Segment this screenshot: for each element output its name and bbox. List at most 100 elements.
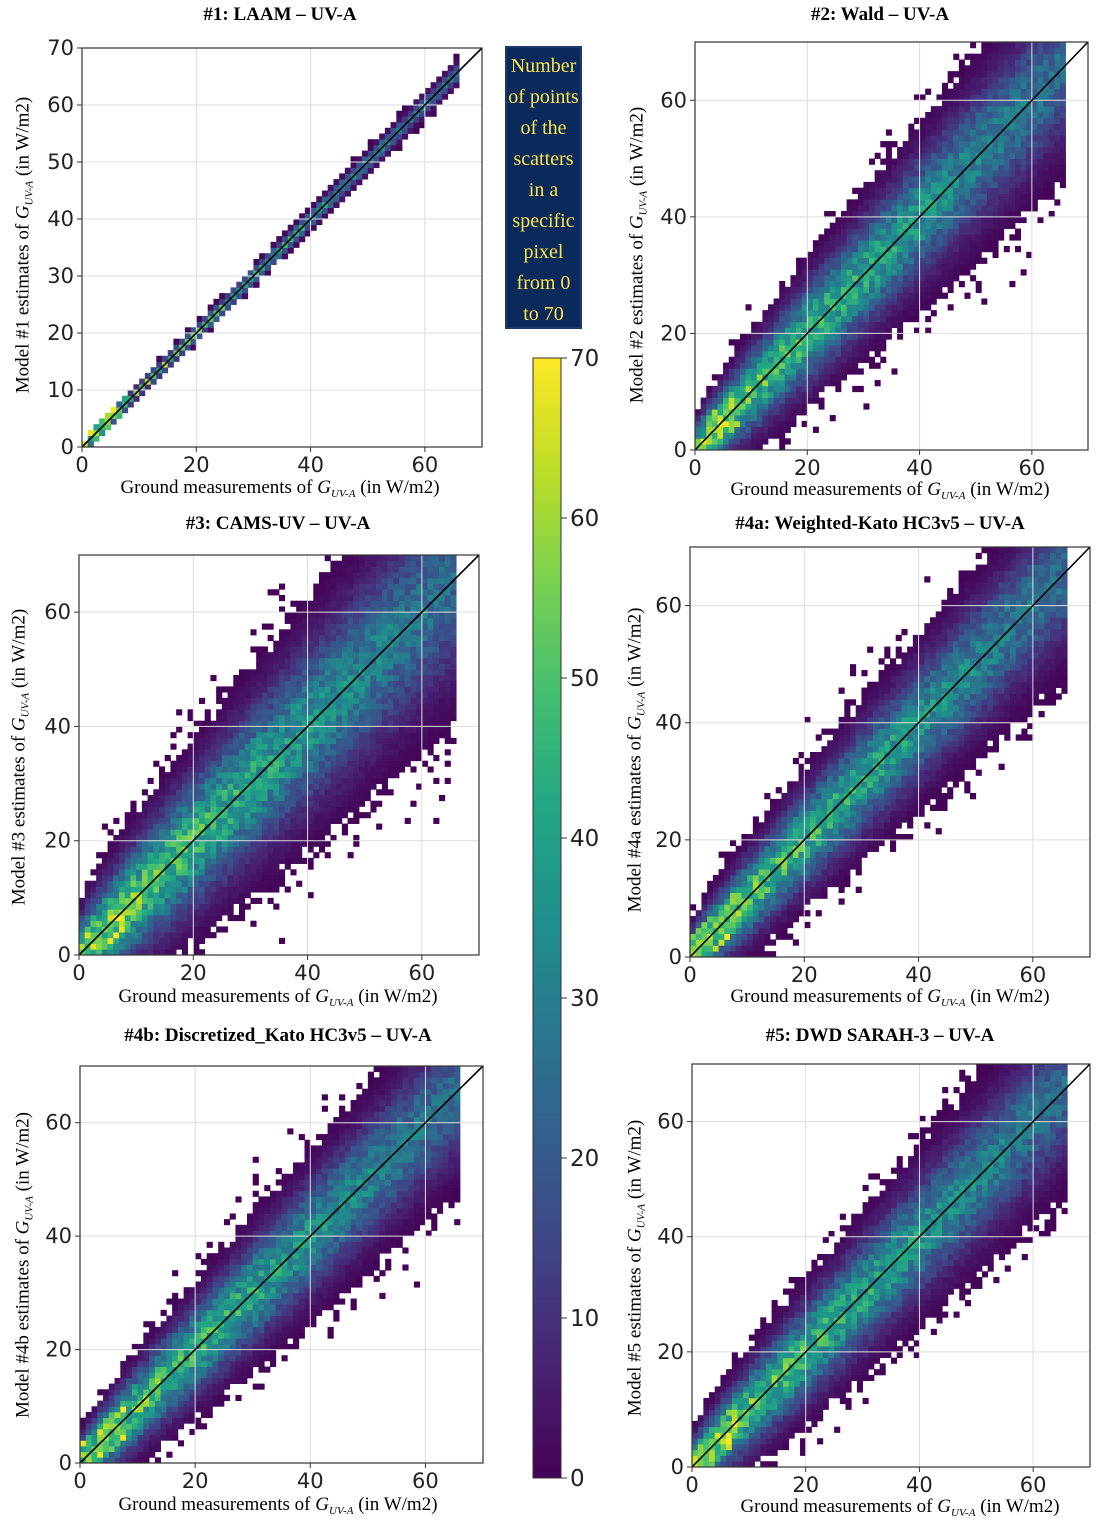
heatmap-cell — [706, 391, 713, 398]
heatmap-cell — [250, 709, 257, 716]
heatmap-cell — [779, 333, 786, 340]
heatmap-cell — [758, 892, 765, 899]
heatmap-cell — [124, 817, 131, 824]
heatmap-cell — [370, 755, 377, 762]
heatmap-cell — [319, 612, 326, 619]
heatmap-cell — [908, 123, 915, 130]
heatmap-cell — [824, 275, 831, 282]
heatmap-cell — [433, 680, 440, 687]
heatmap-cell — [717, 374, 724, 381]
heatmap-cell — [307, 800, 314, 807]
heatmap-cell — [181, 823, 188, 830]
heatmap-cell — [902, 141, 909, 148]
heatmap-cell — [818, 298, 825, 305]
heatmap-cell — [433, 566, 440, 573]
heatmap-cell — [735, 869, 742, 876]
heatmap-cell — [239, 749, 246, 756]
heatmap-cell — [273, 777, 280, 784]
heatmap-cell — [307, 789, 314, 796]
heatmap-cell — [925, 257, 932, 264]
heatmap-cell — [444, 600, 451, 607]
heatmap-cell — [364, 783, 371, 790]
heatmap-cell — [261, 652, 268, 659]
heatmap-cell — [874, 286, 881, 294]
heatmap-cell — [390, 127, 397, 134]
heatmap-cell — [700, 426, 707, 433]
heatmap-cell — [339, 173, 346, 180]
heatmap-cell — [947, 129, 954, 136]
heatmap-cell — [981, 65, 988, 72]
heatmap-cell — [393, 760, 400, 767]
heatmap-cell — [846, 205, 853, 212]
heatmap-cell — [170, 783, 177, 790]
heatmap-cell — [919, 181, 926, 189]
heatmap-cell — [284, 812, 291, 819]
heatmap-cell — [1037, 117, 1044, 124]
heatmap-cell — [936, 152, 943, 159]
heatmap-cell — [953, 222, 960, 229]
heatmap-cell — [133, 395, 140, 402]
heatmap-cell — [221, 709, 228, 716]
heatmap-cell — [796, 368, 803, 375]
heatmap-cell — [370, 572, 377, 579]
heatmap-cell — [244, 715, 251, 722]
heatmap-cell — [376, 635, 383, 642]
heatmap-cell — [250, 863, 257, 870]
heatmap-cell — [953, 251, 960, 259]
heatmap-cell — [1020, 59, 1027, 66]
heatmap-cell — [336, 589, 343, 596]
heatmap-cell — [316, 201, 323, 208]
heatmap-cell — [324, 623, 331, 630]
heatmap-cell — [784, 415, 791, 422]
heatmap-cell — [773, 385, 780, 393]
heatmap-cell — [313, 823, 320, 830]
heatmap-cell — [734, 374, 741, 381]
heatmap-cell — [913, 158, 920, 165]
heatmap-cell — [824, 240, 831, 247]
heatmap-cell — [986, 82, 993, 90]
heatmap-cell — [790, 415, 797, 422]
heatmap-cell — [399, 680, 406, 687]
heatmap-cell — [964, 106, 971, 113]
heatmap-cell — [364, 600, 371, 607]
heatmap-cell — [93, 424, 100, 431]
heatmap-cell — [347, 635, 354, 642]
heatmap-cell — [958, 123, 965, 130]
heatmap-cell — [773, 432, 780, 439]
heatmap-cell — [239, 909, 246, 916]
heatmap-cell — [942, 111, 949, 119]
heatmap-cell — [416, 566, 423, 573]
heatmap-cell — [341, 669, 348, 676]
heatmap-cell — [885, 234, 892, 241]
heatmap-cell — [181, 749, 188, 756]
heatmap-cell — [416, 589, 423, 596]
heatmap-cell — [267, 737, 274, 744]
heatmap-cell — [244, 703, 251, 710]
heatmap-cell — [250, 772, 257, 779]
heatmap-cells — [79, 555, 457, 956]
heatmap-cell — [290, 846, 297, 853]
heatmap-cell — [964, 251, 971, 259]
heatmap-cell — [107, 846, 114, 853]
heatmap-cell — [925, 164, 932, 171]
heatmap-cell — [393, 657, 400, 664]
heatmap-cell — [840, 216, 847, 224]
heatmap-cell — [347, 806, 354, 813]
heatmap-cell — [364, 789, 371, 796]
heatmap-cell — [404, 577, 411, 584]
heatmap-cell — [756, 432, 763, 439]
heatmap-cell — [364, 737, 371, 744]
heatmap-cell — [350, 162, 357, 169]
heatmap-cell — [239, 675, 246, 682]
heatmap-cell — [261, 675, 268, 682]
heatmap-cell — [156, 372, 163, 379]
heatmap-cell — [239, 760, 246, 767]
heatmap-cell — [290, 600, 297, 607]
heatmap-cell — [846, 356, 853, 363]
heatmap-cell — [153, 857, 160, 864]
heatmap-cell — [147, 846, 154, 853]
heatmap-cell — [723, 391, 730, 398]
heatmap-cell — [221, 829, 228, 836]
heatmap-cell — [735, 921, 742, 929]
heatmap-cell — [869, 356, 876, 363]
